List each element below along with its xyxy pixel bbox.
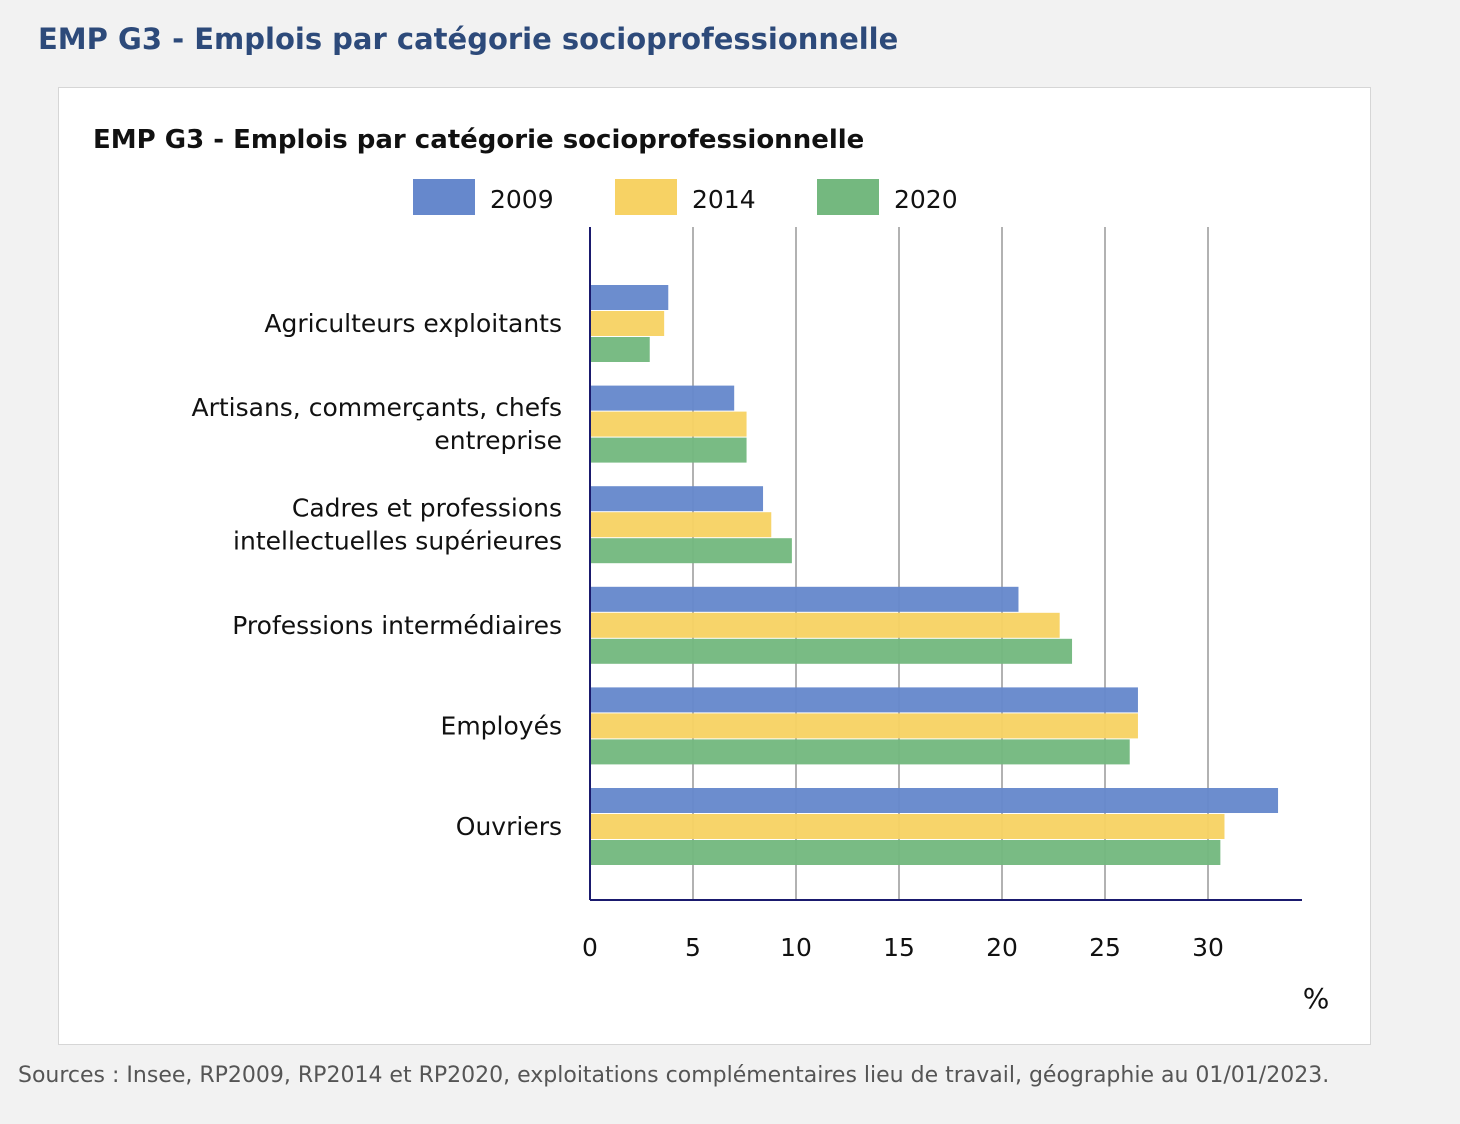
x-tick-label-20: 20	[986, 933, 1018, 962]
chart-title: EMP G3 - Emplois par catégorie socioprof…	[93, 125, 864, 155]
x-tick-label-5: 5	[685, 933, 701, 962]
sources-note: Sources : Insee, RP2009, RP2014 et RP202…	[18, 1063, 1330, 1088]
chart-card: EMP G3 - Emplois par catégorie socioprof…	[58, 87, 1371, 1045]
x-tick-label-0: 0	[582, 933, 598, 962]
category-label: entreprise	[434, 426, 562, 455]
bar-2009-cat-4[interactable]	[590, 687, 1138, 713]
bar-2014-cat-0[interactable]	[590, 311, 665, 336]
bar-2014-cat-4[interactable]	[590, 713, 1138, 739]
bar-2020-cat-2[interactable]	[590, 538, 792, 564]
bar-2009-cat-3[interactable]	[590, 586, 1019, 612]
bar-2020-cat-1[interactable]	[590, 437, 747, 463]
category-label: Professions intermédiaires	[232, 611, 562, 640]
category-label: Employés	[441, 711, 562, 740]
bar-2020-cat-4[interactable]	[590, 739, 1130, 765]
bar-2009-cat-0[interactable]	[590, 285, 669, 310]
legend-label-2020: 2020	[894, 185, 958, 214]
bar-chart: EMP G3 - Emplois par catégorie socioprof…	[93, 125, 1330, 1015]
x-tick-label-15: 15	[883, 933, 915, 962]
bar-2014-cat-3[interactable]	[590, 612, 1060, 638]
bar-2020-cat-0[interactable]	[590, 337, 650, 362]
page-title: EMP G3 - Emplois par catégorie socioprof…	[38, 22, 899, 56]
bar-2014-cat-2[interactable]	[590, 512, 772, 538]
bar-2020-cat-3[interactable]	[590, 638, 1073, 664]
x-tick-label-10: 10	[780, 933, 812, 962]
bar-2009-cat-1[interactable]	[590, 385, 735, 411]
bar-2014-cat-1[interactable]	[590, 411, 747, 437]
x-tick-label-30: 30	[1192, 933, 1224, 962]
legend-swatch-2020[interactable]	[817, 179, 879, 215]
bar-2020-cat-5[interactable]	[590, 840, 1221, 865]
x-tick-label-25: 25	[1089, 933, 1121, 962]
legend-label-2009: 2009	[490, 185, 554, 214]
x-axis-unit-label: %	[1303, 982, 1330, 1015]
bar-2009-cat-2[interactable]	[590, 486, 764, 512]
bar-2014-cat-5[interactable]	[590, 814, 1225, 839]
category-label: Ouvriers	[456, 812, 562, 841]
category-label: intellectuelles supérieures	[233, 527, 562, 556]
legend-label-2014: 2014	[692, 185, 756, 214]
category-label: Agriculteurs exploitants	[264, 309, 562, 338]
category-label: Artisans, commerçants, chefs	[191, 393, 562, 422]
legend-swatch-2009[interactable]	[413, 179, 475, 215]
category-label: Cadres et professions	[292, 494, 562, 523]
legend-swatch-2014[interactable]	[615, 179, 677, 215]
bar-2009-cat-5[interactable]	[590, 788, 1279, 813]
